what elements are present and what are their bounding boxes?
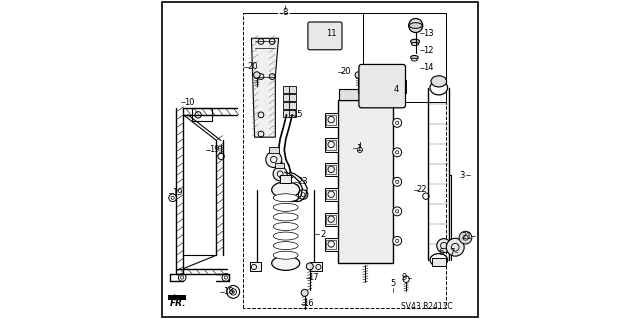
Bar xyxy=(324,138,338,152)
Circle shape xyxy=(232,291,234,293)
Text: 8: 8 xyxy=(282,8,287,17)
Circle shape xyxy=(273,167,287,181)
Text: 17: 17 xyxy=(308,273,319,282)
Text: 12: 12 xyxy=(423,46,434,55)
Circle shape xyxy=(446,238,464,256)
Bar xyxy=(289,86,296,93)
Bar xyxy=(289,102,296,109)
Ellipse shape xyxy=(430,254,447,266)
Text: 4: 4 xyxy=(394,85,399,94)
Ellipse shape xyxy=(273,213,298,221)
Circle shape xyxy=(393,236,402,245)
Text: 11: 11 xyxy=(326,29,337,38)
Bar xyxy=(269,147,278,153)
Bar xyxy=(283,94,290,101)
Text: 22: 22 xyxy=(417,185,428,194)
Circle shape xyxy=(317,32,324,40)
Ellipse shape xyxy=(410,23,422,28)
Bar xyxy=(310,262,321,271)
Bar xyxy=(250,262,261,271)
Text: 7: 7 xyxy=(450,248,455,256)
Circle shape xyxy=(355,72,362,78)
Ellipse shape xyxy=(272,256,300,271)
Text: 18: 18 xyxy=(223,287,234,296)
Ellipse shape xyxy=(411,39,420,44)
Bar xyxy=(324,113,338,127)
Text: 21: 21 xyxy=(461,232,472,241)
Polygon shape xyxy=(252,38,278,137)
Circle shape xyxy=(409,19,422,33)
Circle shape xyxy=(393,177,402,186)
Ellipse shape xyxy=(412,58,417,61)
Text: 19: 19 xyxy=(172,189,182,197)
Bar xyxy=(193,108,212,121)
Text: 6: 6 xyxy=(438,248,444,256)
FancyBboxPatch shape xyxy=(308,22,342,50)
Circle shape xyxy=(301,289,308,296)
Bar xyxy=(358,80,365,93)
Circle shape xyxy=(393,118,402,127)
Bar xyxy=(337,100,394,263)
Text: 20: 20 xyxy=(247,63,258,71)
Bar xyxy=(326,190,335,199)
Text: 9: 9 xyxy=(402,273,407,282)
Text: 2: 2 xyxy=(321,230,326,239)
Bar xyxy=(324,238,338,251)
Ellipse shape xyxy=(272,182,300,198)
Ellipse shape xyxy=(273,223,298,231)
FancyBboxPatch shape xyxy=(359,64,406,108)
Ellipse shape xyxy=(411,56,419,59)
Ellipse shape xyxy=(273,251,298,259)
Bar xyxy=(280,175,291,183)
Ellipse shape xyxy=(412,42,419,46)
Text: 10: 10 xyxy=(184,98,195,107)
Text: 1: 1 xyxy=(356,144,361,153)
Bar xyxy=(326,240,335,249)
Text: 14: 14 xyxy=(423,63,434,72)
Ellipse shape xyxy=(273,194,298,202)
Bar xyxy=(326,215,335,224)
Circle shape xyxy=(436,239,451,253)
Bar xyxy=(326,165,335,174)
Text: 15: 15 xyxy=(292,110,303,119)
Circle shape xyxy=(327,32,335,40)
Bar xyxy=(324,188,338,201)
Bar xyxy=(283,102,290,109)
Ellipse shape xyxy=(273,204,298,211)
Circle shape xyxy=(253,72,260,78)
Polygon shape xyxy=(168,295,186,300)
Text: 5: 5 xyxy=(390,279,396,288)
Ellipse shape xyxy=(430,80,447,95)
Ellipse shape xyxy=(273,232,298,240)
Text: 13: 13 xyxy=(423,29,434,38)
Circle shape xyxy=(393,148,402,157)
Text: 19: 19 xyxy=(209,145,220,154)
Circle shape xyxy=(266,152,282,167)
Text: 16: 16 xyxy=(303,299,314,308)
Text: 23: 23 xyxy=(297,177,308,186)
Bar xyxy=(283,110,290,117)
Bar xyxy=(431,258,446,266)
Bar xyxy=(339,89,392,100)
Ellipse shape xyxy=(273,242,298,249)
Bar xyxy=(324,213,338,226)
Bar xyxy=(289,110,296,117)
Text: 3: 3 xyxy=(460,171,465,180)
Bar xyxy=(275,163,284,168)
Bar xyxy=(326,140,335,150)
Text: 20: 20 xyxy=(340,67,351,76)
Text: FR.: FR. xyxy=(170,299,186,308)
Bar xyxy=(283,86,290,93)
Bar xyxy=(400,80,406,93)
Bar xyxy=(324,163,338,176)
Circle shape xyxy=(393,207,402,216)
Bar xyxy=(289,94,296,101)
Text: SV43 B2411C: SV43 B2411C xyxy=(401,302,452,311)
Ellipse shape xyxy=(431,76,447,87)
Circle shape xyxy=(307,263,314,270)
Circle shape xyxy=(459,231,472,244)
Bar xyxy=(326,115,335,125)
